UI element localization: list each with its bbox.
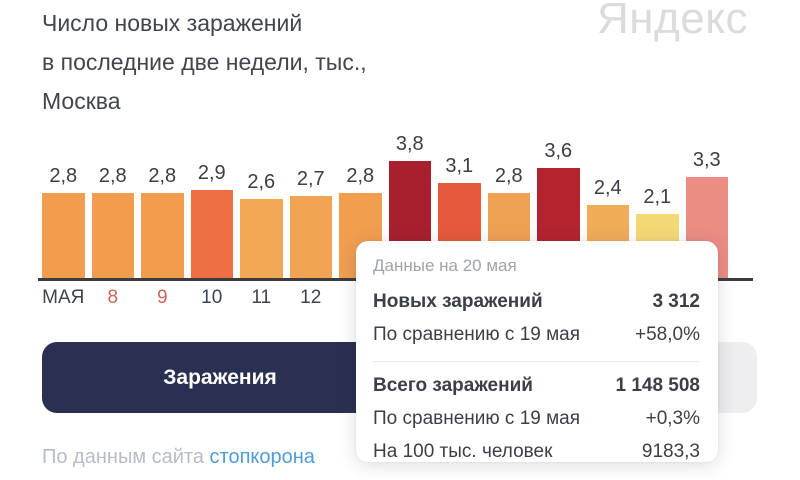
data-tooltip: Данные на 20 мая Новых заражений 3 312 П…	[356, 241, 718, 462]
bar-value-label: 2,1	[643, 186, 672, 209]
total-vs-prev-value: +0,3%	[645, 408, 700, 429]
tab-infections-label: Заражения	[163, 365, 277, 389]
bar-value-label: 3,3	[692, 149, 721, 172]
bar-value-label: 2,8	[346, 164, 375, 187]
tooltip-row-total-vs-prev: По сравнению с 19 мая +0,3%	[373, 407, 700, 431]
x-tick-10: 10	[201, 287, 223, 308]
page-title-line-3: Москва	[42, 88, 121, 114]
bar-10[interactable]	[190, 189, 233, 280]
bar-12[interactable]	[289, 195, 332, 280]
x-tick-11: 11	[251, 287, 272, 308]
bar-8[interactable]	[91, 192, 134, 280]
tooltip-row-new-vs-prev: По сравнению с 19 мая +58,0%	[373, 323, 700, 347]
per-100k-label: На 100 тыс. человек	[373, 441, 553, 462]
bar-value-label: 2,7	[296, 167, 325, 190]
bar-value-label: 2,4	[593, 177, 622, 200]
source-prefix: По данным сайта	[42, 446, 210, 468]
x-tick-12: 12	[300, 287, 322, 308]
page-title-line-2: в последние две недели, тыс.,	[42, 49, 367, 75]
bar-value-label: 3,6	[544, 139, 573, 162]
new-vs-prev-label: По сравнению с 19 мая	[373, 324, 581, 345]
bar-value-label: 2,8	[49, 164, 78, 187]
tooltip-row-total: Всего заражений 1 148 508	[373, 374, 700, 398]
total-vs-prev-label: По сравнению с 19 мая	[373, 408, 581, 429]
total-infections-label: Всего заражений	[373, 375, 533, 396]
page-title-line-1: Число новых заражений	[42, 10, 303, 36]
new-vs-prev-value: +58,0%	[635, 324, 700, 345]
bar-value-label: 2,8	[148, 164, 177, 187]
x-tick-9: 9	[156, 287, 168, 308]
x-tick-8: 8	[107, 287, 119, 308]
tooltip-row-per-100k: На 100 тыс. человек 9183,3	[373, 440, 700, 464]
per-100k-value: 9183,3	[641, 441, 700, 462]
tooltip-date-header: Данные на 20 мая	[373, 256, 517, 275]
page-title: Число новых заражений в последние две не…	[42, 4, 367, 121]
tab-infections[interactable]: Заражения	[42, 342, 398, 413]
x-tick-МАЯ: МАЯ	[42, 287, 85, 308]
bar-value-label: 2,6	[247, 170, 276, 193]
bar-value-label: 2,8	[98, 164, 127, 187]
bar-value-label: 3,1	[445, 155, 474, 178]
yandex-logo: Яндекс	[597, 0, 748, 43]
bar-value-label: 2,9	[197, 161, 226, 184]
source-link[interactable]: стопкорона	[209, 446, 315, 468]
new-infections-label: Новых заражений	[373, 291, 543, 312]
bar-11[interactable]	[240, 198, 283, 280]
bar-9[interactable]	[141, 192, 184, 280]
bar-7 мая[interactable]	[42, 192, 85, 280]
new-infections-value: 3 312	[652, 291, 700, 312]
source-note: По данным сайта стопкорона	[42, 446, 315, 469]
bar-value-label: 3,8	[395, 133, 424, 156]
tooltip-divider	[373, 361, 700, 362]
tooltip-row-new-infections: Новых заражений 3 312	[373, 290, 700, 314]
total-infections-value: 1 148 508	[615, 375, 700, 396]
bar-value-label: 2,8	[494, 164, 523, 187]
